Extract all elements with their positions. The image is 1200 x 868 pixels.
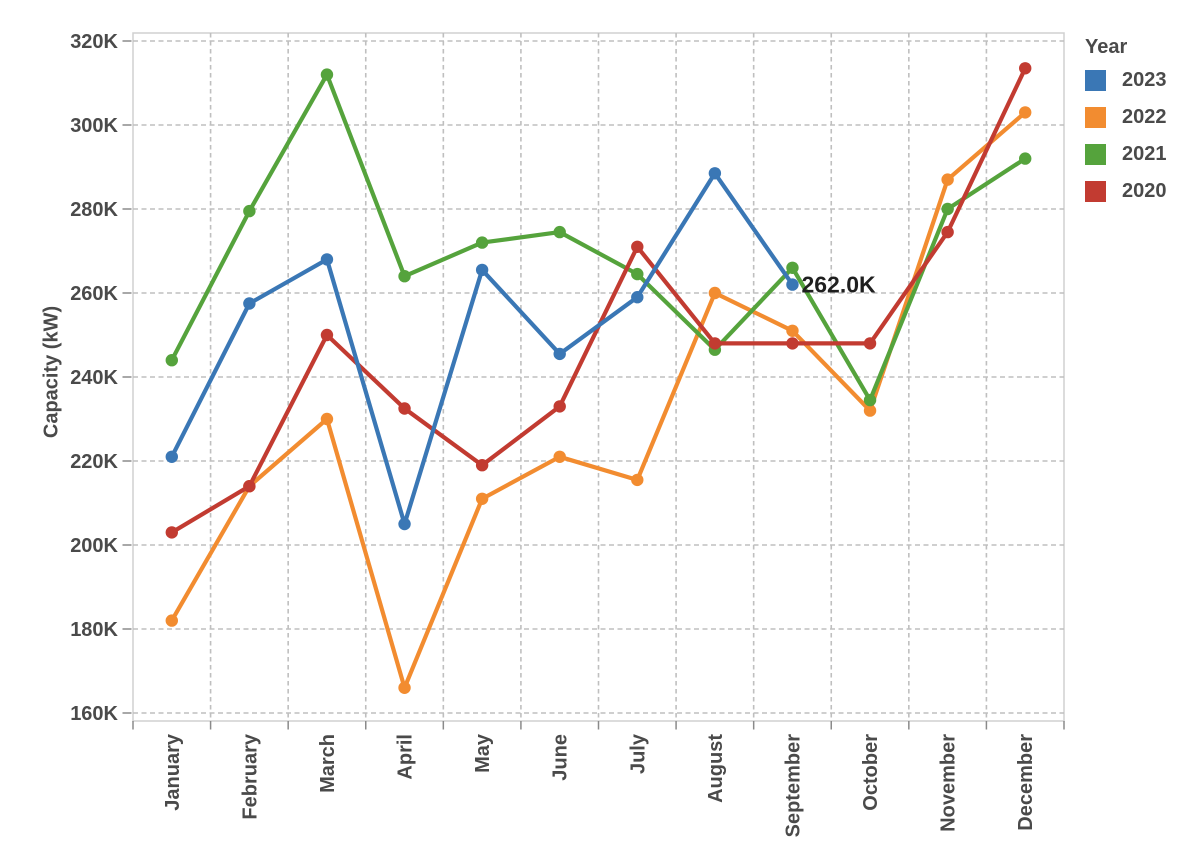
y-tick-label: 220K [70, 451, 118, 473]
point-2020-August[interactable] [708, 337, 722, 350]
y-tick-label: 260K [70, 283, 118, 305]
point-2020-June[interactable] [553, 400, 566, 413]
y-tick-label: 160K [70, 703, 118, 725]
point-2023-May[interactable] [475, 263, 489, 277]
point-2023-January[interactable] [165, 450, 178, 463]
point-2023-August[interactable] [708, 167, 722, 180]
x-tick-label-june: June [550, 734, 572, 781]
y-tick-label: 200K [70, 535, 118, 557]
point-2021-December[interactable] [1019, 152, 1032, 165]
series-line-2021[interactable] [169, 72, 1028, 403]
y-tick-label: 180K [70, 619, 118, 641]
point-2020-November[interactable] [941, 225, 954, 239]
point-2023-February[interactable] [243, 297, 256, 310]
x-tick-label-march: March [317, 734, 339, 793]
point-2021-March[interactable] [320, 68, 334, 81]
point-2020-July[interactable] [631, 240, 644, 253]
point-2020-December[interactable] [1019, 62, 1032, 75]
point-2020-September[interactable] [786, 337, 799, 350]
x-tick-label-december: December [1015, 734, 1037, 831]
legend-label-2022: 2022 [1122, 106, 1167, 128]
point-2023-July[interactable] [631, 291, 644, 304]
x-tick-label-april: April [395, 734, 417, 780]
point-2021-October[interactable] [863, 393, 877, 407]
legend-swatch-2022 [1085, 107, 1106, 128]
point-2021-June[interactable] [553, 225, 566, 239]
point-2021-January[interactable] [165, 354, 178, 367]
x-tick-label-september: September [782, 734, 804, 838]
point-2023-March[interactable] [320, 253, 334, 266]
point-2023-April[interactable] [398, 517, 411, 531]
legend-swatch-2021 [1085, 144, 1106, 165]
point-2020-April[interactable] [398, 402, 411, 415]
legend-label-2020: 2020 [1122, 180, 1167, 202]
legend: Year 2023 2022 2021 2020 [1085, 36, 1167, 218]
y-tick-label: 240K [70, 367, 118, 389]
point-2022-April[interactable] [398, 681, 411, 694]
point-2022-July[interactable] [631, 473, 644, 487]
legend-swatch-2020 [1085, 181, 1106, 202]
point-2022-August[interactable] [708, 286, 722, 300]
point-2020-May[interactable] [475, 459, 489, 472]
x-tick-label-august: August [705, 734, 727, 803]
point-2021-May[interactable] [475, 236, 489, 249]
y-tick-label: 320K [70, 31, 118, 53]
point-2022-December[interactable] [1019, 106, 1032, 119]
x-tick-label-january: January [162, 733, 184, 811]
point-2021-April[interactable] [398, 270, 411, 283]
x-tick-label-may: May [472, 733, 494, 773]
x-tick-label-october: October [860, 734, 882, 811]
y-tick-label: 280K [70, 199, 118, 221]
legend-item-2023[interactable]: 2023 [1085, 69, 1167, 91]
point-2022-March[interactable] [320, 412, 334, 426]
legend-label-2021: 2021 [1122, 143, 1167, 165]
legend-title: Year [1085, 36, 1128, 58]
point-2022-June[interactable] [553, 450, 566, 463]
point-2021-July[interactable] [631, 267, 644, 281]
point-2020-March[interactable] [320, 328, 334, 342]
x-tick-label-july: July [627, 733, 649, 774]
point-2020-February[interactable] [243, 480, 256, 493]
legend-label-2023: 2023 [1122, 69, 1167, 91]
point-2020-October[interactable] [863, 337, 877, 350]
x-tick-label-february: February [239, 733, 261, 819]
x-tick-label-november: November [938, 734, 960, 832]
annotation-262.0k: 262.0K [801, 272, 876, 298]
point-2020-January[interactable] [165, 526, 178, 539]
point-2021-September[interactable] [786, 261, 799, 274]
legend-item-2021[interactable]: 2021 [1085, 143, 1167, 165]
point-2022-November[interactable] [941, 173, 954, 186]
point-2021-February[interactable] [243, 204, 256, 218]
y-tick-label: 300K [70, 115, 118, 137]
point-2021-November[interactable] [941, 202, 954, 216]
y-axis-title: Capacity (kW) [40, 305, 63, 439]
point-2022-May[interactable] [475, 492, 489, 505]
legend-item-2020[interactable]: 2020 [1085, 180, 1167, 202]
legend-swatch-2023 [1085, 70, 1106, 91]
point-2023-June[interactable] [553, 347, 566, 361]
point-2022-October[interactable] [863, 404, 877, 417]
legend-item-2022[interactable]: 2022 [1085, 106, 1167, 128]
point-2022-January[interactable] [165, 614, 178, 627]
point-2022-September[interactable] [786, 324, 799, 337]
point-2023-September[interactable] [786, 278, 799, 291]
